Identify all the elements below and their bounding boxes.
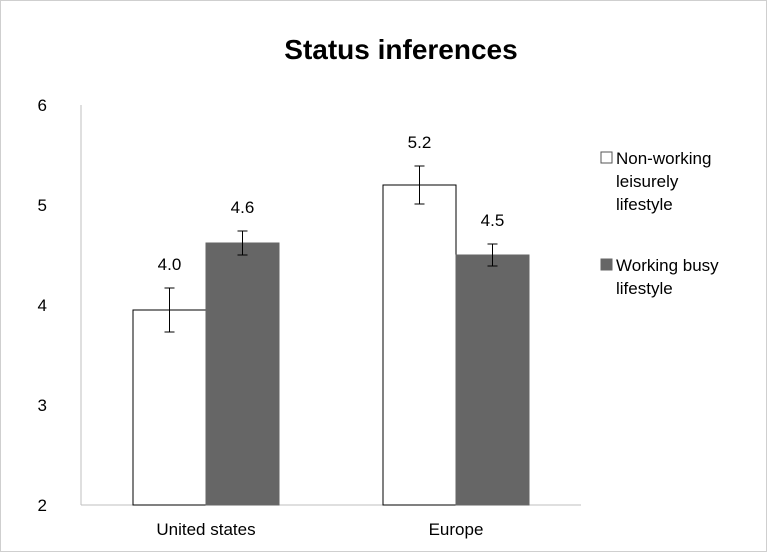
legend-label: lifestyle [616, 279, 673, 298]
legend: Non-working leisurely lifestyle Working bus… [600, 149, 719, 298]
legend-label: lifestyle [616, 195, 673, 214]
bar-working-europe [455, 254, 530, 506]
bar-non-working-united-states [132, 309, 207, 506]
chart-title: Status inferences [284, 34, 517, 65]
error-bars [164, 165, 498, 333]
legend-swatch-non-working [600, 151, 613, 164]
data-label: 4.5 [481, 211, 505, 230]
bar-working-united-states [205, 242, 280, 506]
legend-label: Working busy [616, 256, 719, 275]
y-tick-label: 3 [38, 396, 47, 415]
data-label: 5.2 [408, 133, 432, 152]
legend-label: leisurely [616, 172, 679, 191]
y-tick-label: 6 [38, 96, 47, 115]
bar-non-working-europe [382, 184, 457, 506]
data-labels: 4.0 4.6 5.2 4.5 [158, 133, 505, 274]
legend-label: Non-working [616, 149, 711, 168]
y-tick-label: 4 [38, 296, 47, 315]
data-label: 4.0 [158, 255, 182, 274]
y-tick-label: 5 [38, 196, 47, 215]
x-tick-label: Europe [429, 520, 484, 539]
legend-swatch-working [600, 258, 613, 271]
y-tick-label: 2 [38, 496, 47, 515]
bars [132, 184, 530, 506]
x-tick-label: United states [156, 520, 255, 539]
data-label: 4.6 [231, 198, 255, 217]
